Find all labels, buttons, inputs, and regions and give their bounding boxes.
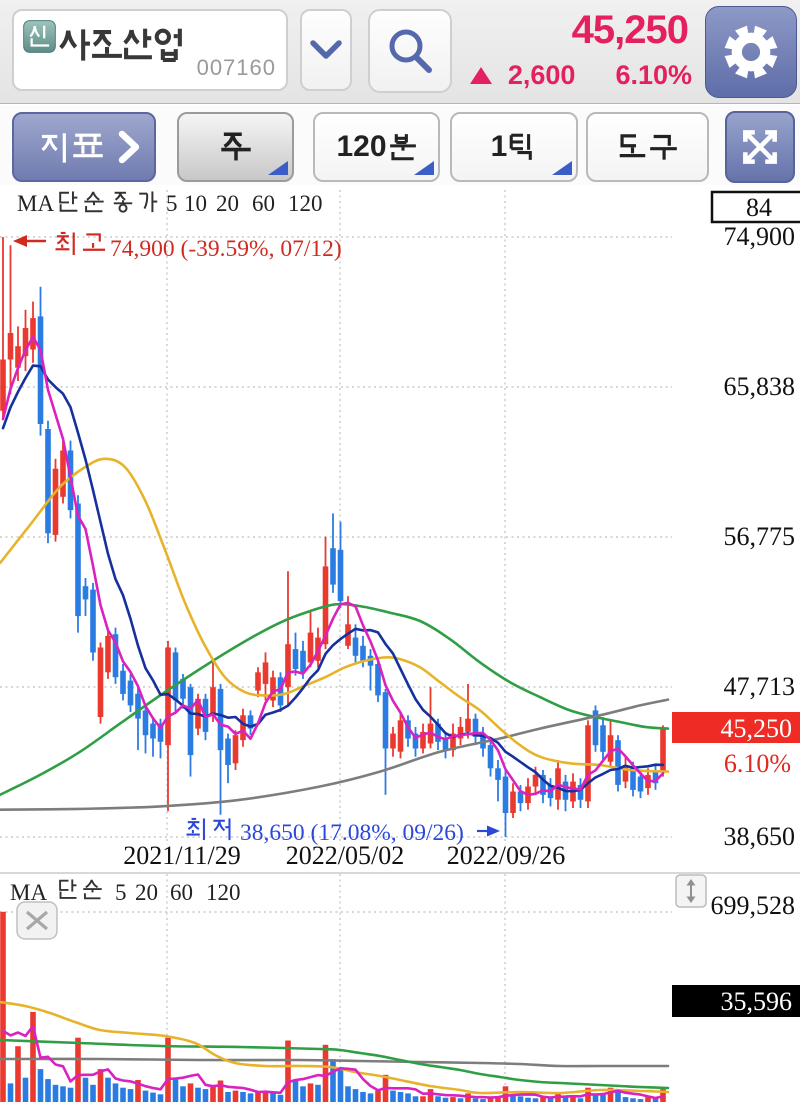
svg-text:MA: MA — [17, 191, 54, 216]
svg-text:38,650 (17.08%, 09/26): 38,650 (17.08%, 09/26) — [240, 820, 464, 846]
svg-text:5: 5 — [115, 880, 127, 905]
svg-text:120: 120 — [288, 191, 323, 216]
svg-text:38,650: 38,650 — [724, 822, 796, 851]
svg-text:699,528: 699,528 — [711, 891, 796, 920]
svg-text:74,900: 74,900 — [724, 222, 796, 251]
svg-text:2022/09/26: 2022/09/26 — [447, 841, 565, 870]
svg-text:120: 120 — [206, 880, 241, 905]
svg-text:2021/11/29: 2021/11/29 — [123, 841, 240, 870]
svg-text:74,900 (-39.59%, 07/12): 74,900 (-39.59%, 07/12) — [110, 236, 342, 262]
svg-text:84: 84 — [746, 193, 772, 222]
svg-text:2022/05/02: 2022/05/02 — [286, 841, 404, 870]
svg-text:20: 20 — [135, 880, 158, 905]
svg-text:45,250: 45,250 — [721, 714, 793, 743]
svg-text:60: 60 — [252, 191, 275, 216]
svg-text:35,596: 35,596 — [721, 987, 793, 1016]
svg-text:56,775: 56,775 — [724, 522, 796, 551]
svg-text:60: 60 — [170, 880, 193, 905]
svg-text:MA: MA — [10, 880, 47, 905]
svg-text:65,838: 65,838 — [724, 372, 796, 401]
svg-text:5: 5 — [166, 191, 178, 216]
svg-text:47,713: 47,713 — [724, 672, 796, 701]
svg-text:20: 20 — [216, 191, 239, 216]
svg-text:10: 10 — [184, 191, 207, 216]
svg-text:6.10%: 6.10% — [724, 749, 791, 778]
